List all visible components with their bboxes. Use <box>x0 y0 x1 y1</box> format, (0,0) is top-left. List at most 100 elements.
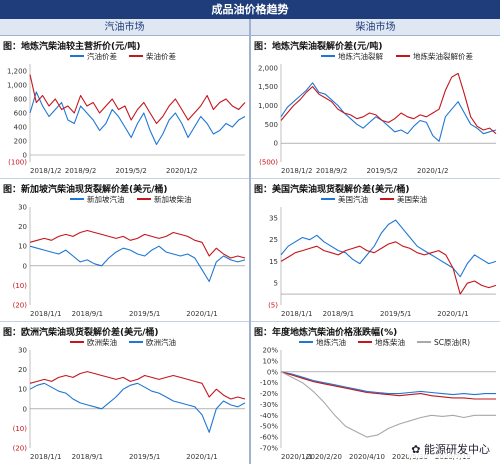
legend-label: 新加坡汽油 <box>87 194 125 204</box>
y-tick-label: 200 <box>14 138 27 146</box>
x-tick-label: 2020/1/1 <box>437 310 468 318</box>
chart-title: 图：地炼汽柴油较主营折价(元/吨) <box>3 42 141 52</box>
watermark-badge: ✿ 能源研发中心 <box>407 440 494 458</box>
y-tick-label: (500) <box>259 159 278 167</box>
y-tick-label: 10% <box>262 357 278 365</box>
x-tick-label: 2019/5/1 <box>380 310 411 318</box>
series-line-0 <box>280 371 496 396</box>
column-header-gasoline: 汽油市场 <box>0 19 249 36</box>
y-tick-label: 500 <box>265 121 278 129</box>
x-tick-label: 2020/1/2 <box>166 167 197 175</box>
y-tick-label: 20% <box>262 347 278 355</box>
x-tick-label: 2018/1/1 <box>281 310 312 318</box>
y-tick-label: 600 <box>14 110 27 118</box>
y-tick-label: 35 <box>269 214 278 222</box>
series-line-1 <box>280 371 496 400</box>
legend-label: 地炼柴油裂解价差 <box>413 51 473 61</box>
x-tick-label: 2018/1/1 <box>30 453 61 461</box>
chart-panel-singapore-crack: 图：新加坡汽柴油现货裂解价差(美元/桶) 新加坡汽油 新加坡柴油 30 20 10 0 (1… <box>0 180 249 322</box>
y-tick-label: 0% <box>267 368 278 376</box>
x-tick-label: 2018/1/2 <box>281 167 312 175</box>
y-tick-label: 400 <box>14 124 27 132</box>
x-tick-label: 2020/4/10 <box>349 453 385 461</box>
y-tick-label: (20) <box>13 302 28 310</box>
x-tick-label: 2020/1/1 <box>186 453 217 461</box>
legend-label: 欧洲柴油 <box>87 337 117 347</box>
y-tick-label: -50% <box>260 423 278 431</box>
y-tick-label: -10% <box>260 379 278 387</box>
series-line-1 <box>280 72 497 135</box>
y-tick-label: (5) <box>268 302 278 310</box>
y-tick-label: 0 <box>274 140 278 148</box>
series-line-1 <box>280 241 497 295</box>
chart-local-refinery-discount: 汽油价差 柴油价差1,2001,0008006004002000(100)2018… <box>7 51 246 175</box>
x-tick-label: 2020/2/20 <box>306 453 342 461</box>
y-tick-label: 1,200 <box>7 68 27 76</box>
chart-europe-crack: 欧洲柴油 欧洲汽油 30 20 10 0 (10) (20)2018/1/1 2018/9/1 2… <box>13 337 246 461</box>
y-tick-label: (100) <box>8 159 27 167</box>
y-tick-label: 30 <box>18 204 27 212</box>
legend-label: 美国汽油 <box>338 194 368 204</box>
x-tick-label: 2020/1/1 <box>281 453 312 461</box>
y-tick-label: 1,000 <box>7 82 27 90</box>
chart-title: 图：美国汽柴油现货裂解价差(美元/桶) <box>254 185 410 195</box>
series-line-0 <box>280 219 497 278</box>
chart-panel-local-refinery-discount: 图：地炼汽柴油较主营折价(元/吨) 汽油价差 柴油价差 1,200 1,000 800 6… <box>0 37 249 179</box>
x-tick-label: 2018/9/1 <box>72 453 103 461</box>
legend-label: 地炼汽油裂解 <box>338 51 383 61</box>
x-tick-label: 2019/5/2 <box>115 167 146 175</box>
series-line-1 <box>29 382 246 433</box>
y-tick-label: (10) <box>13 282 28 290</box>
y-tick-label: 1,000 <box>258 102 278 110</box>
y-tick-label: 20 <box>18 223 27 231</box>
y-tick-label: 800 <box>14 96 27 104</box>
y-tick-label: -20% <box>260 390 278 398</box>
chart-panel-local-refinery-crack: 图：地炼汽柴油裂解价差(元/吨) 地炼汽油裂解 地炼柴油裂解价差 2,000 1,50… <box>251 37 500 179</box>
y-tick-label: 10 <box>18 243 27 251</box>
series-line-0 <box>29 91 246 146</box>
y-tick-label: 1,500 <box>258 83 278 91</box>
chart-panel-us-crack: 图：美国汽柴油现货裂解价差(美元/桶) 美国汽油 美国柴油 35 25 15 5 (5) 20… <box>251 180 500 322</box>
x-tick-label: 2018/9/1 <box>323 310 354 318</box>
chart-title: 图：地炼汽柴油裂解价差(元/吨) <box>254 42 383 52</box>
series-line-2 <box>280 371 496 438</box>
legend-label: 新加坡柴油 <box>154 194 192 204</box>
y-tick-label: 0 <box>23 405 27 413</box>
chart-us-crack: 美国汽油 美国柴油 35 25 15 5 (5)2018/1/1 2018/9/1 2019/5… <box>268 194 497 318</box>
legend-label: 地炼柴油 <box>375 337 405 347</box>
y-tick-label: 15 <box>269 258 278 266</box>
series-line-1 <box>29 229 246 259</box>
chart-panel-europe-crack: 图：欧洲汽柴油现货裂解价差(美元/桶) 欧洲柴油 欧洲汽油 30 20 10 0 (10) (… <box>0 323 249 464</box>
y-tick-label: 5 <box>274 280 278 288</box>
legend-label: 美国柴油 <box>397 194 427 204</box>
chart-title: 图：新加坡汽柴油现货裂解价差(美元/桶) <box>3 185 168 195</box>
watermark-text: 能源研发中心 <box>424 443 490 456</box>
x-tick-label: 2018/1/2 <box>30 167 61 175</box>
legend-label: 欧洲汽油 <box>146 337 176 347</box>
chart-singapore-crack: 新加坡汽油 新加坡柴油 30 20 10 0 (10) (20)2018/1/1 2018/9/… <box>13 194 246 318</box>
x-tick-label: 2018/9/2 <box>65 167 96 175</box>
y-tick-label: 0 <box>23 152 27 160</box>
x-tick-label: 2020/1/2 <box>417 167 448 175</box>
y-tick-label: -70% <box>260 445 278 453</box>
x-tick-label: 2018/9/2 <box>316 167 347 175</box>
x-tick-label: 2019/5/2 <box>366 167 397 175</box>
y-tick-label: 2,000 <box>258 64 278 72</box>
series-line-0 <box>29 371 246 400</box>
x-tick-label: 2019/5/1 <box>129 310 160 318</box>
series-line-0 <box>280 82 497 142</box>
series-line-1 <box>29 74 246 125</box>
y-tick-label: 25 <box>269 236 278 244</box>
column-header-diesel: 柴油市场 <box>251 19 500 36</box>
legend-label: 汽油价差 <box>87 51 117 61</box>
y-tick-label: (20) <box>13 445 28 453</box>
x-tick-label: 2020/1/1 <box>186 310 217 318</box>
legend-label: 柴油价差 <box>146 51 176 61</box>
y-tick-label: -40% <box>260 412 278 420</box>
x-tick-label: 2019/5/1 <box>129 453 160 461</box>
y-tick-label: 30 <box>18 347 27 355</box>
y-tick-label: -60% <box>260 434 278 442</box>
x-tick-label: 2018/9/1 <box>72 310 103 318</box>
page-title-banner: 成品油价格趋势 <box>0 0 500 19</box>
x-tick-label: 2018/1/1 <box>30 310 61 318</box>
